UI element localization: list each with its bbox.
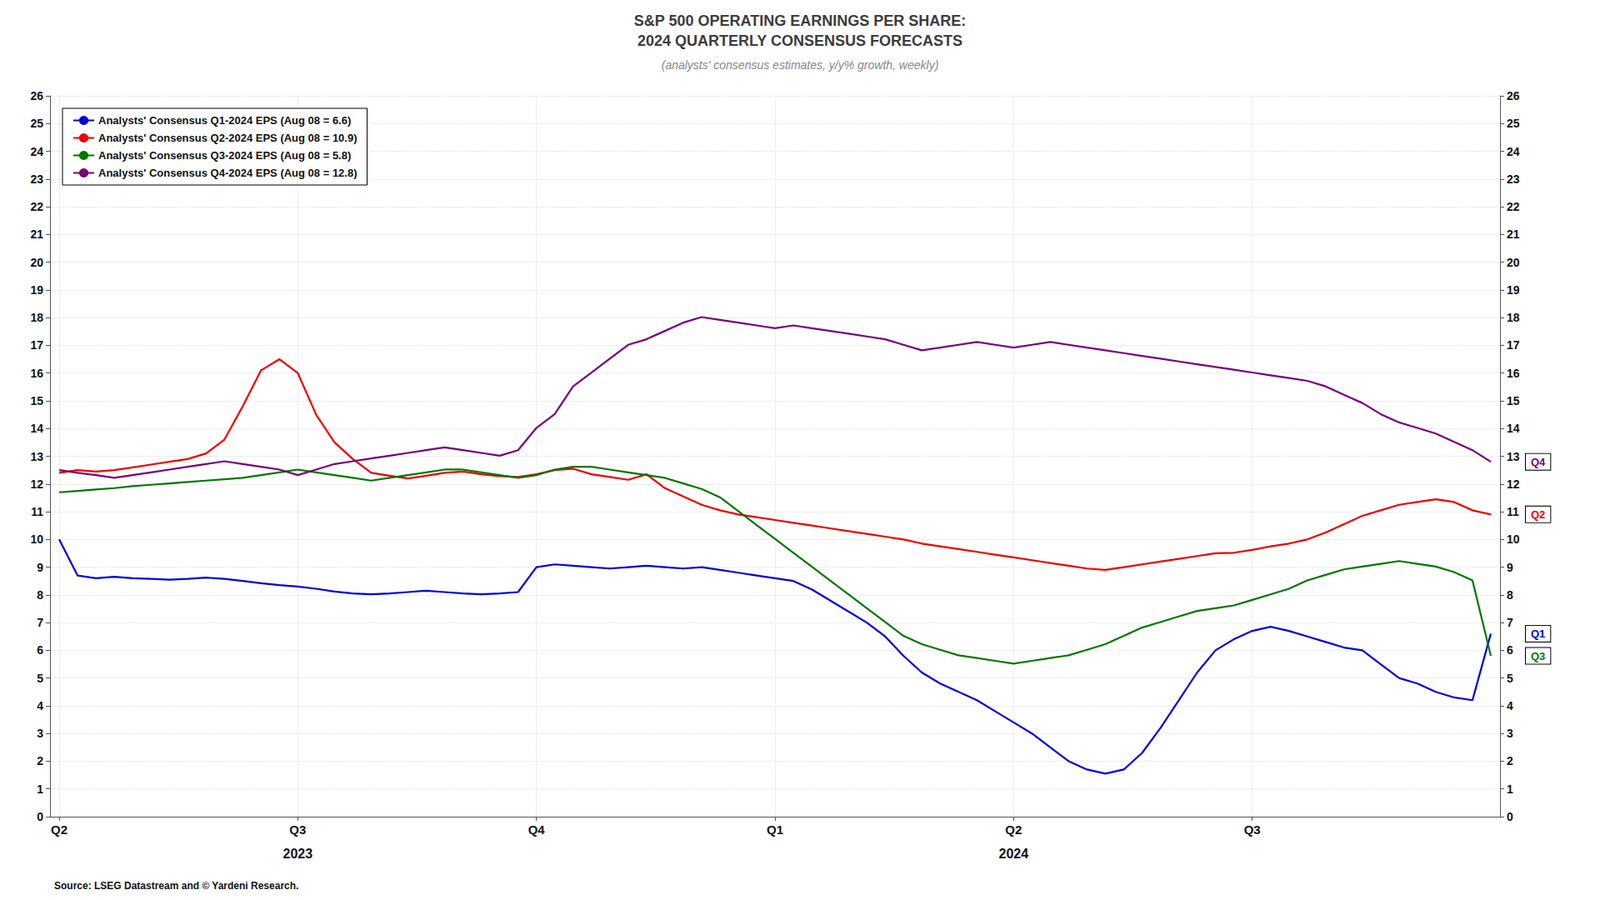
svg-text:11: 11 <box>30 505 44 519</box>
svg-text:Analysts' Consensus Q3-2024 EP: Analysts' Consensus Q3-2024 EPS (Aug 08 … <box>98 149 351 162</box>
svg-text:Q4: Q4 <box>1530 455 1546 469</box>
svg-text:0: 0 <box>1506 810 1514 824</box>
svg-text:7: 7 <box>1506 615 1514 630</box>
svg-text:19: 19 <box>1506 283 1520 297</box>
svg-text:6: 6 <box>1506 643 1514 657</box>
svg-text:Source: LSEG Datastream and ©: Source: LSEG Datastream and © Yardeni Re… <box>54 880 299 892</box>
svg-text:17: 17 <box>1506 338 1520 352</box>
svg-text:22: 22 <box>1506 200 1520 214</box>
svg-text:22: 22 <box>30 200 44 214</box>
svg-text:14: 14 <box>30 421 44 435</box>
svg-text:18: 18 <box>30 310 44 325</box>
svg-text:9: 9 <box>1506 560 1514 575</box>
svg-text:8: 8 <box>36 588 44 602</box>
svg-text:14: 14 <box>1506 421 1520 435</box>
svg-text:2: 2 <box>1506 754 1514 768</box>
svg-text:5: 5 <box>1506 671 1514 685</box>
svg-text:9: 9 <box>36 560 44 575</box>
svg-text:24: 24 <box>1506 145 1520 159</box>
svg-text:1: 1 <box>1506 782 1514 796</box>
svg-text:Analysts' Consensus Q2-2024 EP: Analysts' Consensus Q2-2024 EPS (Aug 08 … <box>98 131 358 145</box>
svg-text:2: 2 <box>36 754 44 768</box>
svg-text:3: 3 <box>36 726 44 740</box>
svg-text:Q1: Q1 <box>766 822 784 837</box>
svg-text:7: 7 <box>36 615 44 630</box>
svg-text:20: 20 <box>1506 255 1520 270</box>
svg-text:23: 23 <box>1506 172 1520 186</box>
svg-text:Q3: Q3 <box>289 822 306 837</box>
svg-text:25: 25 <box>30 116 44 130</box>
svg-text:Q3: Q3 <box>1530 650 1545 663</box>
svg-text:13: 13 <box>1506 450 1520 464</box>
svg-text:8: 8 <box>1506 588 1514 602</box>
svg-text:Q3: Q3 <box>1244 822 1261 837</box>
svg-text:10: 10 <box>30 532 44 546</box>
svg-text:11: 11 <box>1506 505 1520 519</box>
svg-text:(analysts' consensus estimates: (analysts' consensus estimates, y/y% gro… <box>661 58 940 72</box>
svg-text:21: 21 <box>1506 227 1520 241</box>
svg-text:16: 16 <box>1506 366 1520 380</box>
svg-text:Analysts' Consensus Q4-2024 EP: Analysts' Consensus Q4-2024 EPS (Aug 08 … <box>98 166 358 180</box>
svg-text:12: 12 <box>30 477 44 491</box>
svg-text:Analysts' Consensus Q1-2024 EP: Analysts' Consensus Q1-2024 EPS (Aug 08 … <box>98 114 351 127</box>
svg-text:25: 25 <box>1506 116 1520 130</box>
svg-text:0: 0 <box>36 810 44 824</box>
svg-text:26: 26 <box>1506 89 1520 103</box>
svg-text:Q2: Q2 <box>50 822 68 837</box>
svg-text:Q2: Q2 <box>1530 508 1545 521</box>
svg-text:4: 4 <box>1506 699 1514 713</box>
svg-text:1: 1 <box>36 782 44 796</box>
svg-text:20: 20 <box>30 255 44 270</box>
svg-text:15: 15 <box>30 394 44 408</box>
svg-text:19: 19 <box>30 283 44 297</box>
svg-text:2024: 2024 <box>999 846 1030 861</box>
svg-text:Q1: Q1 <box>1530 627 1545 640</box>
svg-text:10: 10 <box>1506 532 1520 546</box>
svg-text:3: 3 <box>1506 726 1514 740</box>
svg-text:5: 5 <box>36 671 44 685</box>
svg-text:17: 17 <box>30 338 44 352</box>
svg-text:21: 21 <box>30 227 44 241</box>
svg-text:2024 QUARTERLY CONSENSUS FOREC: 2024 QUARTERLY CONSENSUS FORECASTS <box>637 32 963 50</box>
svg-text:16: 16 <box>30 366 44 380</box>
svg-text:23: 23 <box>30 172 44 186</box>
svg-text:Q2: Q2 <box>1005 822 1022 837</box>
svg-text:4: 4 <box>36 699 44 713</box>
svg-text:2023: 2023 <box>283 846 314 861</box>
svg-text:15: 15 <box>1506 394 1520 408</box>
svg-text:13: 13 <box>30 450 44 464</box>
svg-text:24: 24 <box>30 145 44 159</box>
svg-text:18: 18 <box>1506 310 1520 325</box>
svg-text:S&P 500 OPERATING EARNINGS PER: S&P 500 OPERATING EARNINGS PER SHARE: <box>634 12 966 30</box>
svg-text:6: 6 <box>36 643 44 657</box>
svg-text:12: 12 <box>1506 477 1520 491</box>
svg-text:Q4: Q4 <box>528 822 546 837</box>
svg-text:26: 26 <box>30 89 44 103</box>
